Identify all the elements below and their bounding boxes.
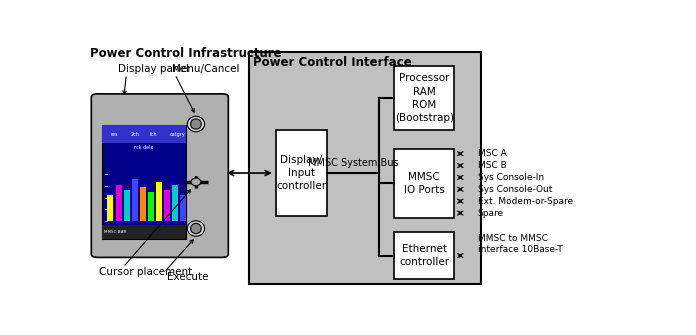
Ellipse shape	[187, 221, 205, 236]
Text: MMSC to MMSC
interface 10Base-T: MMSC to MMSC interface 10Base-T	[477, 234, 562, 254]
Text: 2ch: 2ch	[130, 132, 139, 137]
Text: Display/
Input
controller: Display/ Input controller	[276, 155, 326, 191]
FancyBboxPatch shape	[91, 94, 228, 257]
Text: Power Control Infrastructure: Power Control Infrastructure	[90, 47, 281, 60]
Text: MMSC BAR: MMSC BAR	[104, 230, 127, 234]
Text: MSC B: MSC B	[477, 161, 506, 170]
Text: catgry: catgry	[170, 132, 186, 137]
Text: Spare: Spare	[477, 208, 504, 217]
Bar	[395, 66, 454, 130]
Bar	[124, 190, 129, 221]
Text: MMSC
IO Ports: MMSC IO Ports	[404, 172, 445, 195]
Bar	[116, 185, 122, 221]
Bar	[395, 232, 454, 279]
Text: Sys Console-Out: Sys Console-Out	[477, 185, 552, 194]
Text: Display panel: Display panel	[118, 64, 189, 74]
Bar	[276, 130, 327, 216]
Bar	[140, 187, 146, 221]
Text: MMSC System Bus: MMSC System Bus	[308, 158, 399, 168]
Text: Power Control Interface: Power Control Interface	[253, 56, 412, 69]
Bar	[156, 182, 162, 221]
Text: Ethernet
controller: Ethernet controller	[399, 244, 449, 267]
Text: res: res	[110, 132, 118, 137]
Ellipse shape	[191, 223, 201, 234]
Bar	[172, 185, 178, 221]
Bar	[102, 125, 186, 239]
Bar	[180, 195, 187, 221]
Bar	[395, 148, 454, 218]
Text: Execute: Execute	[167, 272, 208, 282]
Text: Ext. Modem-or-Spare: Ext. Modem-or-Spare	[477, 197, 573, 206]
Text: Sys Console-In: Sys Console-In	[477, 173, 544, 182]
Text: MSC A: MSC A	[477, 149, 506, 158]
Bar	[148, 192, 154, 221]
Bar	[107, 195, 113, 221]
Text: rck dele: rck dele	[134, 145, 154, 150]
Text: Menu/Cancel: Menu/Cancel	[172, 64, 239, 74]
Ellipse shape	[191, 178, 201, 186]
Text: Processor
RAM
ROM
(Bootstrap): Processor RAM ROM (Bootstrap)	[395, 73, 454, 123]
Bar	[132, 180, 138, 221]
Ellipse shape	[191, 119, 201, 129]
Text: Cursor placement: Cursor placement	[99, 267, 192, 277]
Bar	[102, 225, 186, 239]
Bar	[249, 52, 481, 284]
Text: fch: fch	[150, 132, 157, 137]
Bar	[164, 190, 170, 221]
Bar	[102, 125, 186, 143]
Ellipse shape	[187, 116, 205, 132]
